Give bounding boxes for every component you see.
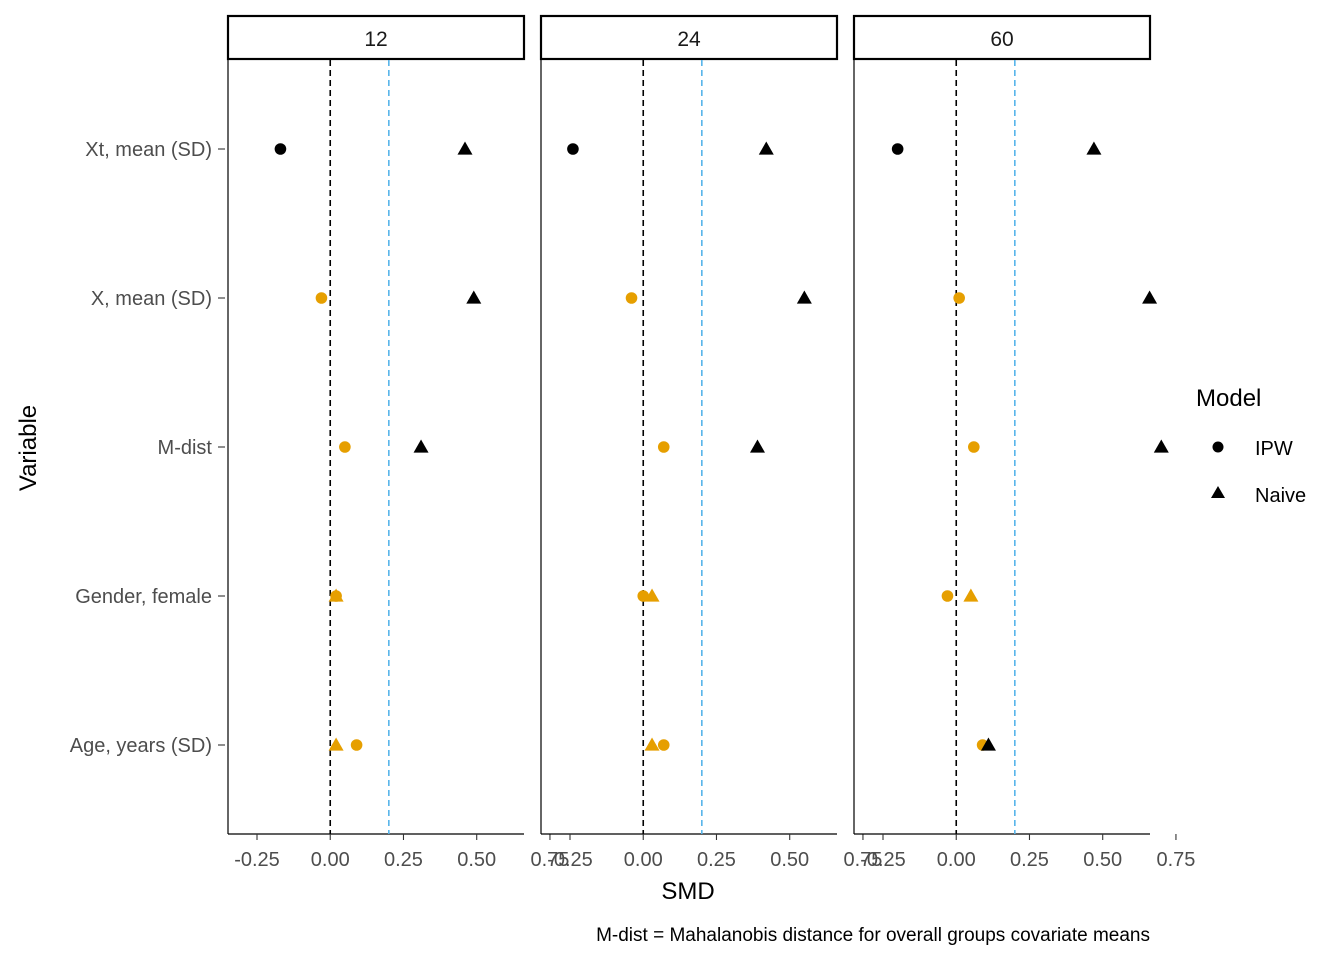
legend-key-naive-triangle bbox=[1211, 486, 1225, 498]
y-tick-label-x-mean-sd: X, mean (SD) bbox=[91, 288, 212, 310]
point-naive-gender-female bbox=[644, 588, 660, 602]
point-naive-xt-mean-sd bbox=[457, 141, 473, 155]
point-naive-m-dist bbox=[1153, 439, 1169, 453]
x-tick-label: 0.25 bbox=[697, 849, 736, 871]
point-naive-m-dist bbox=[413, 439, 429, 453]
point-ipw-m-dist bbox=[968, 441, 980, 453]
point-naive-xt-mean-sd bbox=[758, 141, 774, 155]
point-ipw-m-dist bbox=[339, 441, 351, 453]
panel-24: 24 -0.25 0.00 0.25 0.50 0.75 bbox=[539, 14, 882, 871]
legend-key-ipw-circle bbox=[1212, 441, 1224, 453]
y-tick-label-age-years-sd: Age, years (SD) bbox=[70, 735, 212, 757]
facet-strip bbox=[539, 14, 839, 61]
facet-strip-label: 60 bbox=[990, 28, 1013, 51]
y-axis: Xt, mean (SD) X, mean (SD) M-dist Gender, f… bbox=[70, 139, 225, 757]
y-tick-label-xt-mean-sd: Xt, mean (SD) bbox=[85, 139, 212, 161]
point-ipw-m-dist bbox=[657, 441, 670, 453]
x-tick-label: 0.50 bbox=[457, 849, 496, 871]
legend-label-ipw: IPW bbox=[1255, 438, 1293, 460]
point-ipw-xt-mean-sd bbox=[274, 143, 287, 155]
x-axis-title: SMD bbox=[661, 878, 714, 905]
y-tick-label-m-dist: M-dist bbox=[158, 437, 213, 459]
point-naive-x-mean-sd bbox=[796, 290, 812, 304]
facet-strip bbox=[852, 14, 1152, 61]
legend-title: Model bbox=[1196, 385, 1261, 412]
x-tick-label: 0.25 bbox=[1010, 849, 1049, 871]
x-tick-label: 0.50 bbox=[770, 849, 809, 871]
x-tick-label: 0.75 bbox=[1156, 849, 1195, 871]
point-naive-age-years-sd bbox=[644, 737, 660, 751]
point-ipw-gender-female bbox=[941, 590, 954, 602]
point-naive-age-years-sd bbox=[980, 737, 996, 751]
x-tick-label: 0.75 bbox=[530, 849, 569, 871]
point-naive-gender-female bbox=[963, 588, 979, 602]
x-tick-label: 0.00 bbox=[624, 849, 663, 871]
point-naive-xt-mean-sd bbox=[1086, 141, 1102, 155]
point-ipw-age-years-sd bbox=[350, 739, 363, 751]
x-tick-label: 0.50 bbox=[1083, 849, 1122, 871]
x-tick-label: 0.75 bbox=[843, 849, 882, 871]
point-naive-age-years-sd bbox=[328, 737, 344, 751]
panel-60: 60 -0.25 0.00 0.25 0.50 0.75 bbox=[852, 14, 1195, 871]
facet-strip bbox=[226, 14, 526, 61]
panels-layer: 12 -0.25 0.00 0.25 0.50 0.75 24 -0.25 0.00 0.25 0.… bbox=[226, 14, 1195, 871]
point-ipw-x-mean-sd bbox=[953, 292, 965, 304]
x-tick-label: 0.00 bbox=[311, 849, 350, 871]
x-tick-label: 0.00 bbox=[937, 849, 976, 871]
facet-strip-label: 12 bbox=[364, 28, 387, 51]
legend-label-naive: Naive bbox=[1255, 485, 1306, 507]
point-naive-x-mean-sd bbox=[466, 290, 482, 304]
point-ipw-xt-mean-sd bbox=[891, 143, 904, 155]
point-naive-gender-female bbox=[328, 588, 344, 602]
point-naive-m-dist bbox=[749, 439, 765, 453]
x-tick-label: 0.25 bbox=[384, 849, 423, 871]
facet-strip-label: 24 bbox=[677, 28, 701, 51]
x-tick-label: -0.25 bbox=[547, 849, 593, 871]
y-axis-title: Variable bbox=[15, 405, 42, 491]
point-ipw-xt-mean-sd bbox=[567, 143, 579, 155]
point-ipw-x-mean-sd bbox=[315, 292, 328, 304]
point-ipw-age-years-sd bbox=[657, 739, 670, 751]
caption: M-dist = Mahalanobis distance for overal… bbox=[596, 925, 1150, 946]
point-naive-x-mean-sd bbox=[1142, 290, 1158, 304]
point-ipw-x-mean-sd bbox=[625, 292, 638, 304]
x-tick-label: -0.25 bbox=[860, 849, 906, 871]
x-tick-label: -0.25 bbox=[234, 849, 280, 871]
panel-12: 12 -0.25 0.00 0.25 0.50 0.75 bbox=[226, 14, 569, 871]
y-tick-label-gender-female: Gender, female bbox=[75, 586, 212, 608]
legend: Model IPW Naive bbox=[1196, 385, 1306, 507]
